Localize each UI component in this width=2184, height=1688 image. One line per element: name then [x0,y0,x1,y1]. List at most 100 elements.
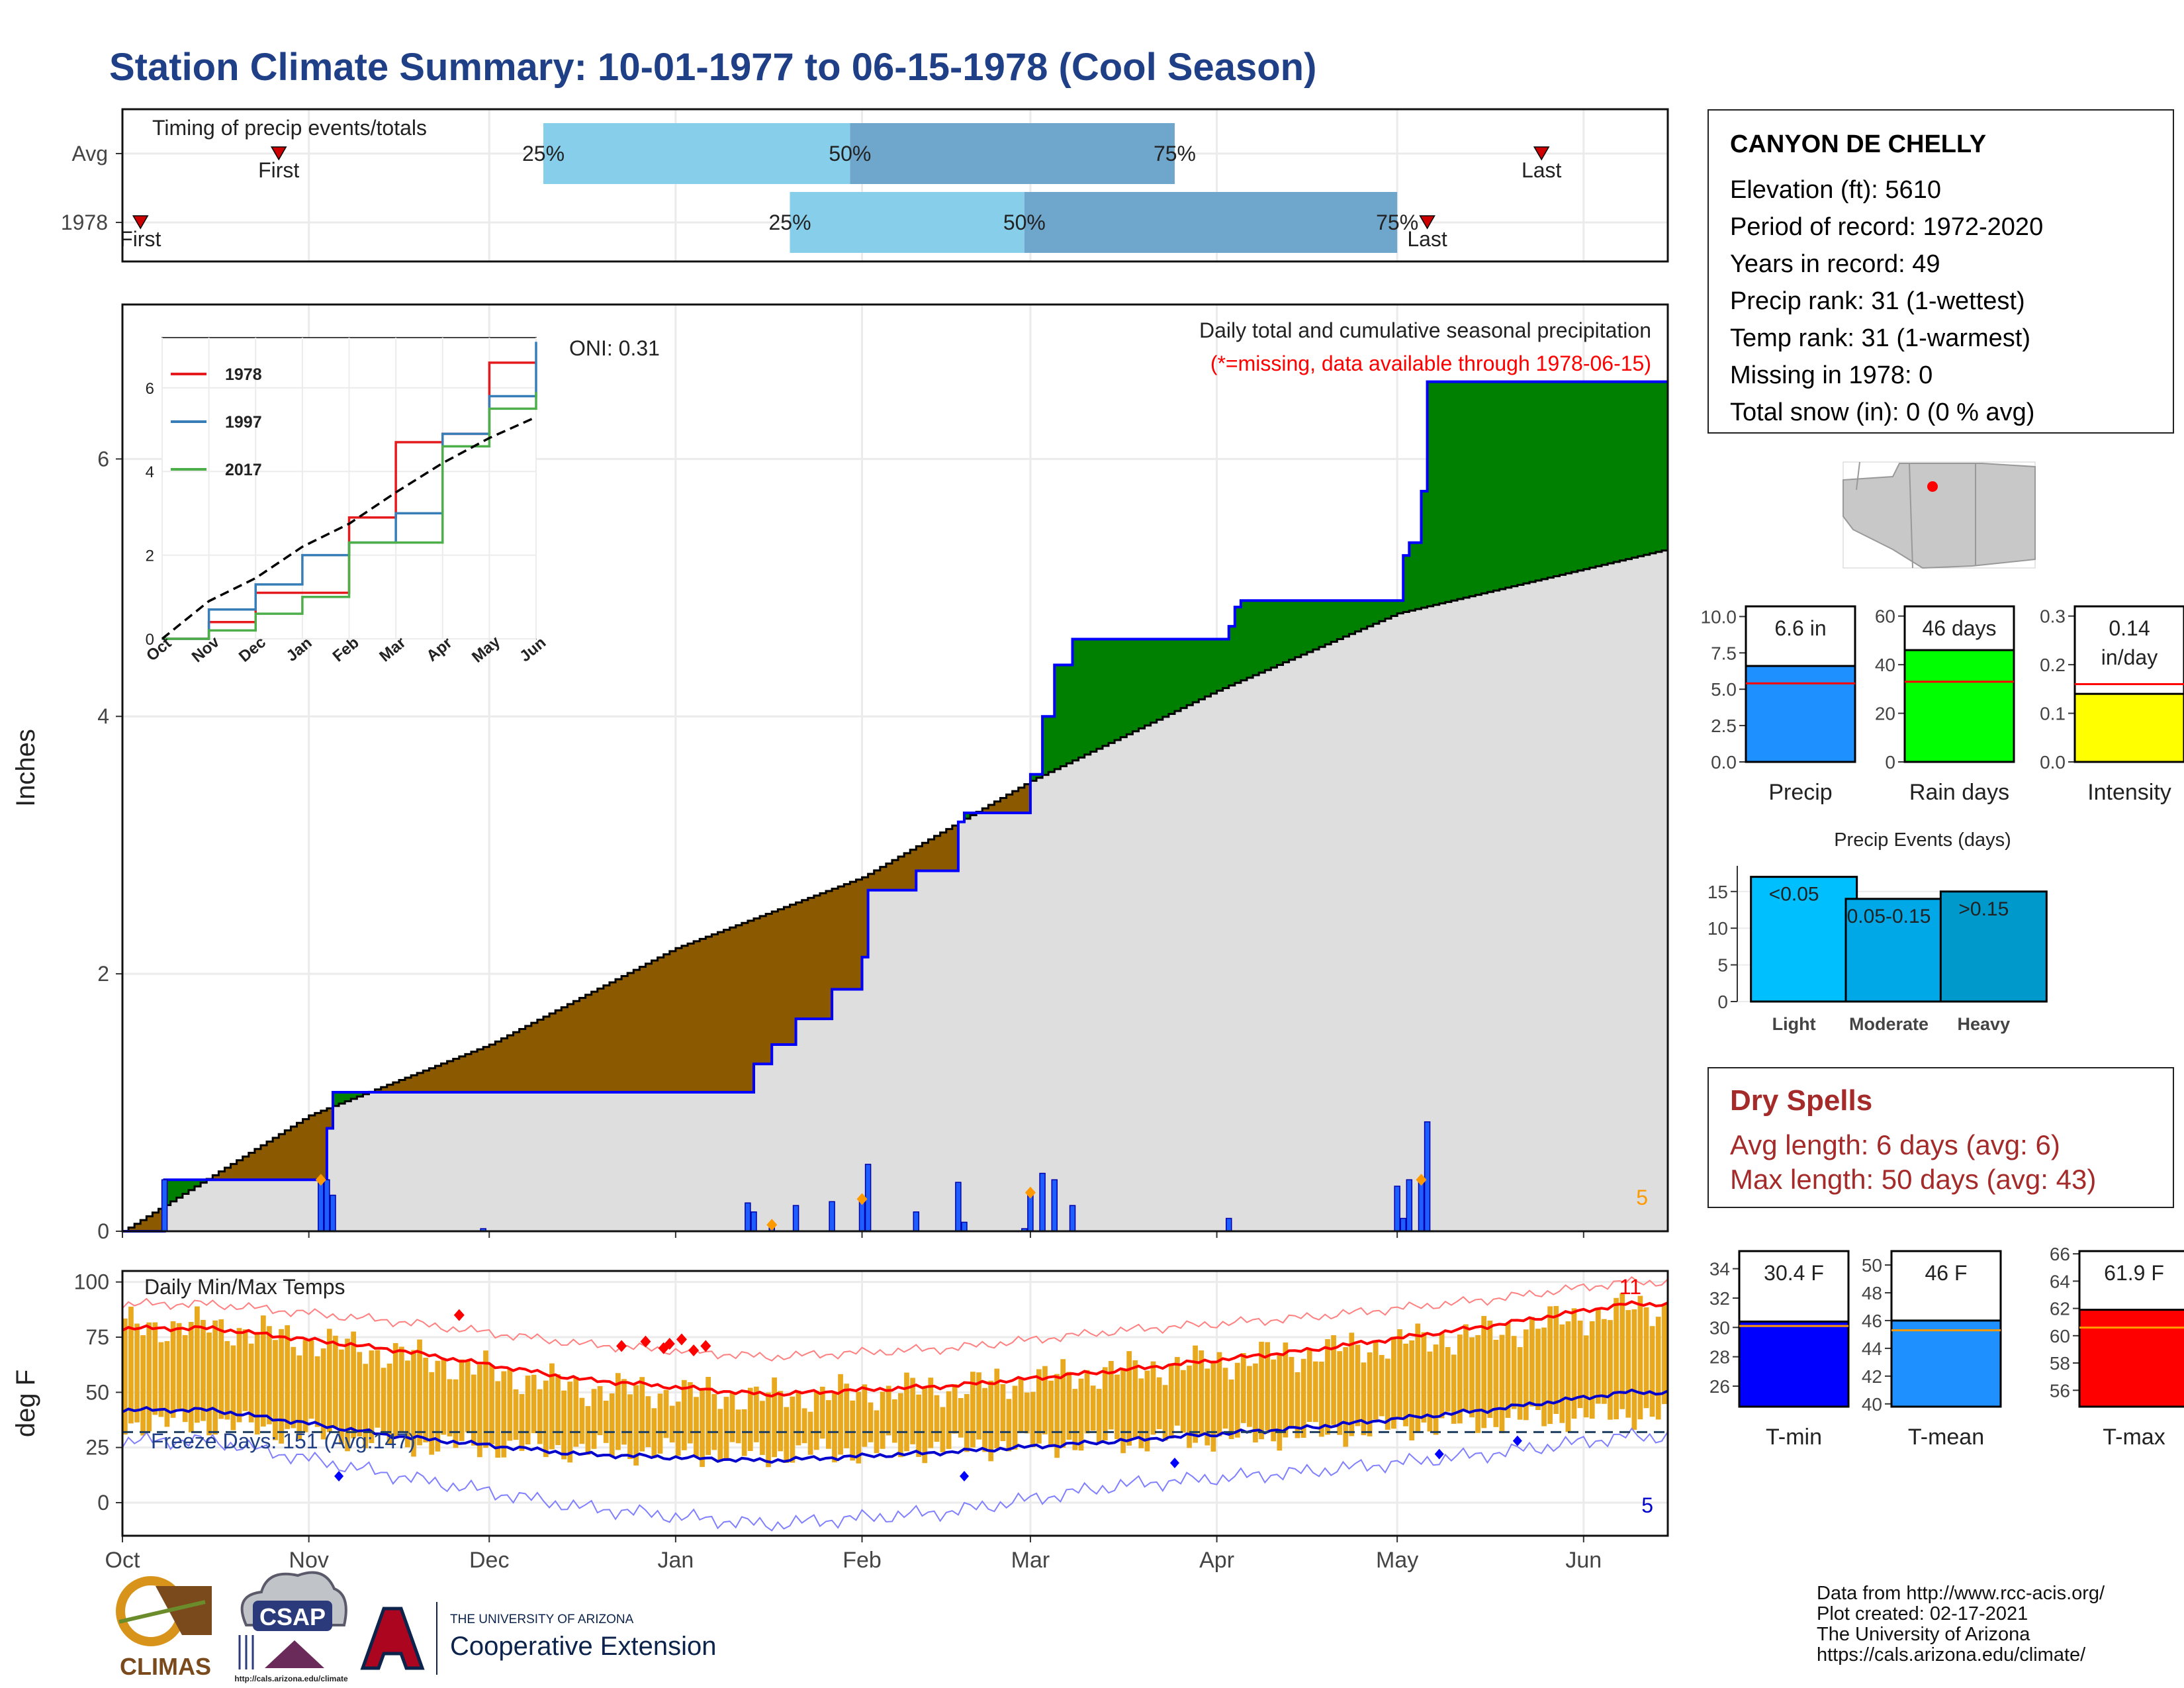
cumulative-fill [1361,629,1368,1231]
below-avg-fill [597,988,604,1092]
cumulative-fill [1126,734,1133,1231]
cumulative-fill [1541,579,1548,1231]
csap-logo-rain [238,1635,254,1669]
daily-temp-range-bar [164,1340,170,1427]
below-avg-fill [621,976,628,1092]
below-avg-fill [807,898,815,1019]
below-avg-fill [832,888,839,990]
above-avg-fill [351,1092,357,1100]
below-avg-fill [471,1051,478,1092]
credit-data-source: Data from http://www.rcc-acis.org/ [1817,1583,2105,1604]
cumulative-fill [1505,587,1512,1231]
daily-temp-range-bar [717,1409,723,1462]
cumulative-fill [1511,586,1518,1231]
timing-label-25: 25% [768,211,811,234]
above-avg-fill [1084,639,1091,755]
daily-temp-range-bar [1024,1392,1030,1434]
below-avg-fill [248,1152,255,1180]
precip-events-tick-label: 5 [1717,955,1728,976]
daily-temp-range-bar [826,1400,831,1449]
daily-temp-range-bar [525,1376,531,1445]
daily-precip-bar [330,1194,336,1232]
cumulative-fill [170,1201,177,1231]
above-avg-fill [1259,600,1265,673]
daily-temp-range-bar [694,1397,699,1458]
cumulative-fill [1409,610,1416,1231]
daily-temp-range-bar [609,1393,615,1457]
tmin-summary-tick-label: 30 [1709,1317,1730,1338]
below-avg-fill [796,902,803,1019]
station-elevation: Elevation (ft): 5610 [1730,176,1941,204]
daily-temp-range-bar [862,1384,868,1447]
cumulative-fill [555,1092,562,1231]
cumulative-fill [1631,557,1639,1231]
cumulative-fill [862,957,869,1231]
cumulative-fill [1487,592,1494,1231]
daily-temp-range-bar [489,1365,494,1444]
above-avg-fill [182,1180,189,1194]
daily-precip-bar [1394,1186,1400,1232]
below-avg-fill [705,936,712,1092]
cumulative-fill [1547,577,1554,1231]
cumulative-fill [585,1092,592,1231]
cumulative-fill [886,890,893,1231]
daily-temp-range-bar [1403,1343,1408,1427]
below-avg-fill [711,934,719,1092]
daily-temp-range-bar [1090,1385,1096,1431]
csap-logo-url: http://cals.arizona.edu/climate [234,1674,348,1683]
daily-temp-range-bar [922,1387,928,1464]
daily-temp-range-bar [651,1408,657,1458]
daily-temp-range-bar [964,1393,970,1452]
credits: Data from http://www.rcc-acis.org/ Plot … [1817,1583,2105,1665]
precip-events-title: Precip Events (days) [1834,829,2011,851]
daily-temp-range-bar [711,1393,717,1450]
cumulative-fill [273,1180,279,1231]
below-avg-fill [398,1080,406,1092]
daily-temp-range-bar [1631,1309,1637,1430]
inset-y-tick-label: 2 [146,547,154,565]
daily-temp-range-bar [507,1368,513,1441]
record-high-marker [676,1333,687,1346]
precip-event-marker [856,1193,868,1205]
daily-temp-range-bar [471,1374,477,1446]
below-avg-fill [495,1041,502,1092]
above-avg-fill [1331,600,1338,642]
daily-temp-range-bar [314,1356,320,1427]
daily-temp-range-bar [790,1396,796,1463]
record-high-marker [640,1335,651,1348]
record-low-line [122,1427,1668,1532]
dry-spells-box: Dry Spells Avg length: 6 days (avg: 6) M… [1707,1067,2174,1208]
cumulative-fill [1499,588,1506,1231]
climas-logo-mark [156,1586,212,1635]
cumulative-fill [717,1092,725,1231]
daily-temp-range-bar [591,1389,597,1449]
precip-events-tick-label: 10 [1707,918,1728,939]
cumulative-fill [164,1205,171,1231]
daily-temp-range-bar [621,1379,627,1445]
daily-temp-range-bar [212,1320,218,1435]
daily-temp-range-bar [1535,1329,1541,1411]
cumulative-fill [1012,813,1019,1231]
daily-temp-range-bar [615,1373,621,1450]
precip-events-bar-label: 0.05-0.15 [1847,906,1931,927]
below-avg-fill [850,882,857,990]
cumulative-fill [934,870,941,1231]
tmean-summary-tick-label: 46 [1862,1311,1882,1331]
below-avg-fill [507,1035,514,1092]
below-avg-fill [267,1141,273,1180]
daily-temp-range-bar [1325,1339,1330,1435]
daily-temp-range-bar [1289,1356,1295,1429]
daily-temp-range-bar [1385,1358,1390,1430]
below-avg-fill [826,890,833,1019]
cumulative-fill [1247,677,1253,1231]
locator-map-borders [1856,461,1976,569]
below-avg-fill [417,1072,424,1092]
cumulative-fill [700,1092,706,1231]
below-avg-fill [886,863,893,890]
below-avg-fill [242,1156,250,1180]
timing-row-label: 1978 [61,211,108,234]
daily-temp-range-bar [1048,1380,1054,1446]
cumulative-fill [621,1092,628,1231]
daily-precip-bar [1226,1217,1232,1232]
below-avg-fill [405,1077,412,1092]
